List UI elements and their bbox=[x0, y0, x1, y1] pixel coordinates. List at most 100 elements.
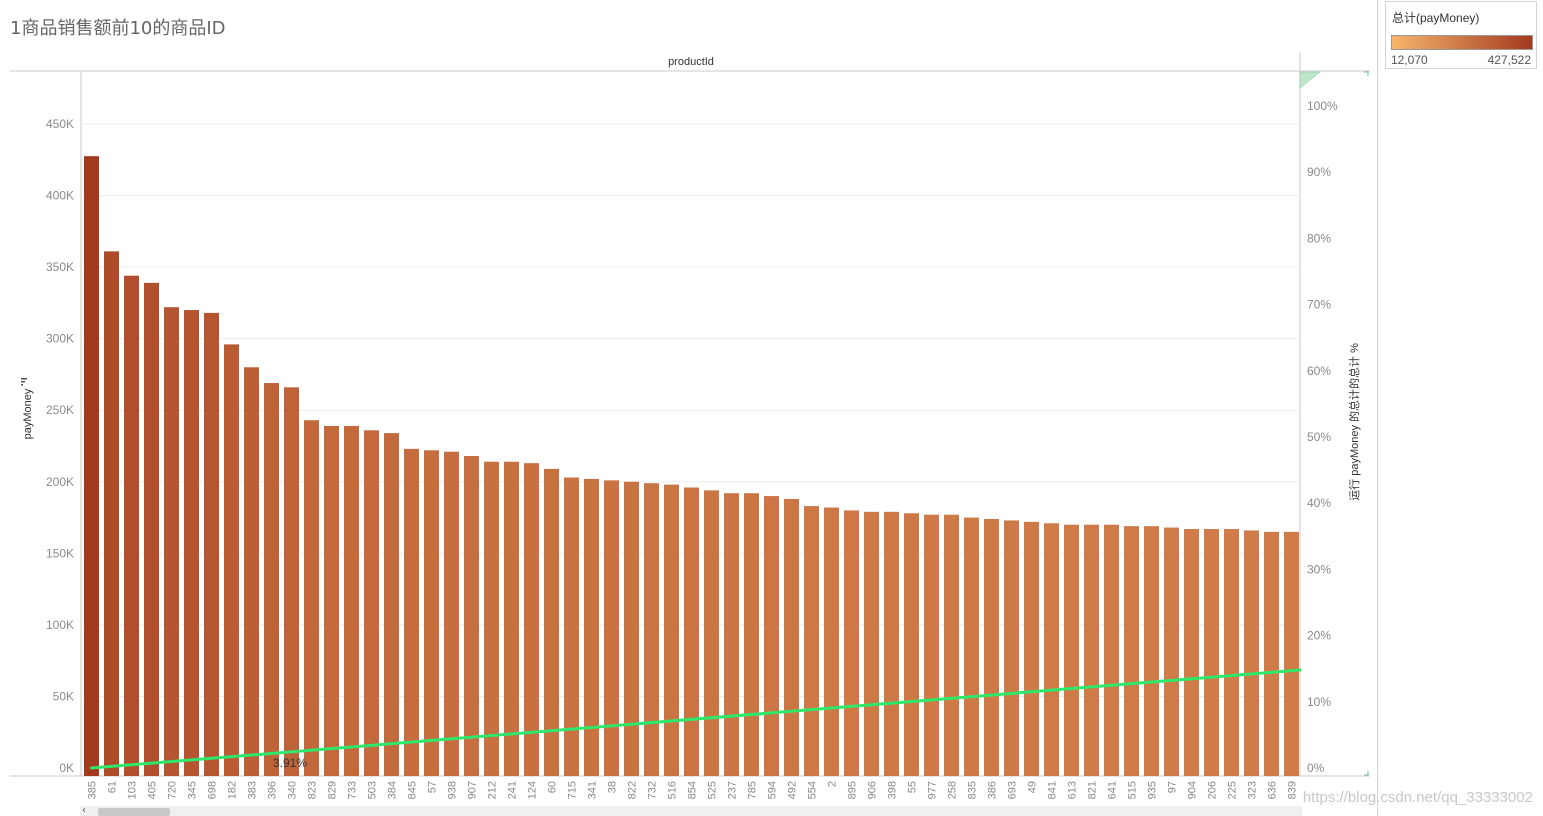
x-tick-label: 385 bbox=[87, 781, 99, 799]
bar bbox=[944, 514, 959, 776]
bar bbox=[984, 518, 999, 776]
bar bbox=[1004, 520, 1019, 776]
horizontal-scrollbar[interactable] bbox=[80, 806, 1302, 816]
legend-title: 总计(payMoney) bbox=[1392, 11, 1480, 25]
y-tick-label: 100K bbox=[46, 618, 74, 632]
x-tick-label: 97 bbox=[1167, 781, 1179, 793]
sort-icon bbox=[21, 381, 25, 383]
x-tick-label: 641 bbox=[1107, 781, 1119, 799]
bar bbox=[724, 493, 739, 776]
bar bbox=[1264, 531, 1279, 776]
bar bbox=[1204, 529, 1219, 776]
y2-tick-label: 40% bbox=[1307, 496, 1331, 510]
x-tick-label: 258 bbox=[947, 781, 959, 799]
x-tick-label: 785 bbox=[747, 781, 759, 799]
x-tick-label: 60 bbox=[547, 781, 559, 793]
y2-tick-label: 90% bbox=[1307, 165, 1331, 179]
bar bbox=[1124, 526, 1139, 776]
bar bbox=[324, 425, 339, 776]
x-tick-label: 938 bbox=[447, 781, 459, 799]
x-tick-label: 907 bbox=[467, 781, 479, 799]
scroll-left-icon[interactable]: ‹ bbox=[82, 805, 86, 816]
bar bbox=[1164, 527, 1179, 776]
x-tick-label: 935 bbox=[1147, 781, 1159, 799]
x-tick-label: 895 bbox=[847, 781, 859, 799]
x-tick-label: 212 bbox=[487, 781, 499, 799]
legend-min-label: 12,070 bbox=[1391, 53, 1428, 67]
bar bbox=[824, 507, 839, 776]
x-tick-label: 345 bbox=[187, 781, 199, 799]
bar bbox=[1044, 523, 1059, 776]
bar bbox=[604, 480, 619, 776]
bar bbox=[1284, 531, 1299, 776]
running-total-line bbox=[90, 668, 1302, 770]
bar bbox=[1144, 526, 1159, 776]
pareto-chart: productId 0K 50K 100K 150K 200K 250K 300K 350K 40… bbox=[10, 52, 1370, 799]
bar bbox=[964, 517, 979, 776]
x-tick-label: 515 bbox=[1127, 781, 1139, 799]
bar bbox=[584, 478, 599, 776]
bar bbox=[244, 367, 259, 776]
bar bbox=[204, 312, 219, 776]
y-tick-label: 350K bbox=[46, 260, 74, 274]
bar bbox=[884, 511, 899, 776]
bar bbox=[104, 251, 119, 776]
bar bbox=[684, 487, 699, 776]
bar bbox=[224, 344, 239, 776]
color-legend[interactable]: 总计(payMoney) 12,070 427,522 bbox=[1385, 1, 1537, 69]
y-tick-label: 200K bbox=[46, 475, 74, 489]
scrollbar-thumb[interactable] bbox=[98, 808, 170, 816]
bar bbox=[484, 461, 499, 776]
legend-color-ramp bbox=[1391, 35, 1533, 50]
bar bbox=[704, 490, 719, 776]
y-tick-label: 400K bbox=[46, 189, 74, 203]
bar bbox=[744, 493, 759, 776]
bar bbox=[384, 433, 399, 776]
bar bbox=[304, 420, 319, 776]
bar bbox=[344, 425, 359, 776]
x-tick-label: 103 bbox=[127, 781, 139, 799]
x-tick-label: 237 bbox=[727, 781, 739, 799]
x-tick-label: 636 bbox=[1267, 781, 1279, 799]
bar bbox=[624, 481, 639, 776]
x-tick-label: 829 bbox=[327, 781, 339, 799]
bar bbox=[764, 496, 779, 776]
x-tick-label: 823 bbox=[307, 781, 319, 799]
bar bbox=[544, 468, 559, 776]
x-tick-label: 492 bbox=[787, 781, 799, 799]
column-header-productid: productId bbox=[668, 56, 714, 68]
bar bbox=[924, 514, 939, 776]
x-tick-label: 554 bbox=[807, 781, 819, 799]
bar bbox=[84, 156, 99, 776]
x-tick-label: 715 bbox=[567, 781, 579, 799]
x-tick-label: 841 bbox=[1047, 781, 1059, 799]
bar bbox=[904, 513, 919, 776]
bar bbox=[1064, 524, 1079, 776]
bar bbox=[1104, 524, 1119, 776]
x-tick-label: 386 bbox=[987, 781, 999, 799]
bar bbox=[804, 506, 819, 776]
x-tick-label: 57 bbox=[427, 781, 439, 793]
y2-tick-label: 100% bbox=[1307, 99, 1338, 113]
x-tick-label: 182 bbox=[227, 781, 239, 799]
bar bbox=[264, 383, 279, 776]
page-title: 1商品销售额前10的商品ID bbox=[10, 18, 226, 39]
y2-tick-label: 70% bbox=[1307, 298, 1331, 312]
x-tick-label: 49 bbox=[1027, 781, 1039, 793]
y2-tick-label: 0% bbox=[1307, 761, 1325, 775]
x-tick-label: 835 bbox=[967, 781, 979, 799]
sort-icon bbox=[21, 378, 27, 380]
bar bbox=[364, 430, 379, 776]
x-tick-label: 384 bbox=[387, 781, 399, 799]
x-tick-label: 904 bbox=[1187, 781, 1199, 799]
bar bbox=[1024, 521, 1039, 776]
x-tick-label: 525 bbox=[707, 781, 719, 799]
running-total-annotation: 3.91% bbox=[273, 756, 307, 770]
x-tick-label: 839 bbox=[1287, 781, 1299, 799]
y2-tick-label: 80% bbox=[1307, 231, 1331, 245]
bar bbox=[784, 498, 799, 776]
bar bbox=[564, 477, 579, 776]
x-tick-label: 61 bbox=[107, 781, 119, 793]
x-tick-label: 906 bbox=[867, 781, 879, 799]
sort-icon bbox=[21, 384, 23, 386]
